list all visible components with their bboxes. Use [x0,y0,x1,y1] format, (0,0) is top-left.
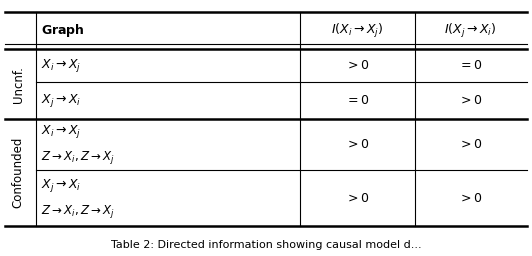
Text: $\mathbf{Graph}$: $\mathbf{Graph}$ [41,22,85,39]
Text: $I(X_j \rightarrow X_i)$: $I(X_j \rightarrow X_i)$ [444,22,497,39]
Text: $I(X_i \rightarrow X_j)$: $I(X_i \rightarrow X_j)$ [331,22,384,39]
Text: $= 0$: $= 0$ [459,59,483,72]
Text: $Z \rightarrow X_i, Z \rightarrow X_j$: $Z \rightarrow X_i, Z \rightarrow X_j$ [41,149,115,166]
Text: Confounded: Confounded [12,137,25,208]
Text: $X_i \rightarrow X_j$: $X_i \rightarrow X_j$ [41,57,81,74]
Text: $= 0$: $= 0$ [345,94,369,107]
Text: $> 0$: $> 0$ [345,138,369,151]
Text: $> 0$: $> 0$ [459,192,483,205]
Text: $X_i \rightarrow X_j$: $X_i \rightarrow X_j$ [41,123,81,140]
Text: $> 0$: $> 0$ [459,94,483,107]
Text: $X_j \rightarrow X_i$: $X_j \rightarrow X_i$ [41,177,81,194]
Text: $X_j \rightarrow X_i$: $X_j \rightarrow X_i$ [41,92,81,109]
Text: $> 0$: $> 0$ [459,138,483,151]
Text: $> 0$: $> 0$ [345,192,369,205]
Text: Uncnf.: Uncnf. [12,66,25,103]
Text: $> 0$: $> 0$ [345,59,369,72]
Text: $Z \rightarrow X_i, Z \rightarrow X_j$: $Z \rightarrow X_i, Z \rightarrow X_j$ [41,202,115,220]
Text: Table 2: Directed information showing causal model d...: Table 2: Directed information showing ca… [111,240,421,250]
